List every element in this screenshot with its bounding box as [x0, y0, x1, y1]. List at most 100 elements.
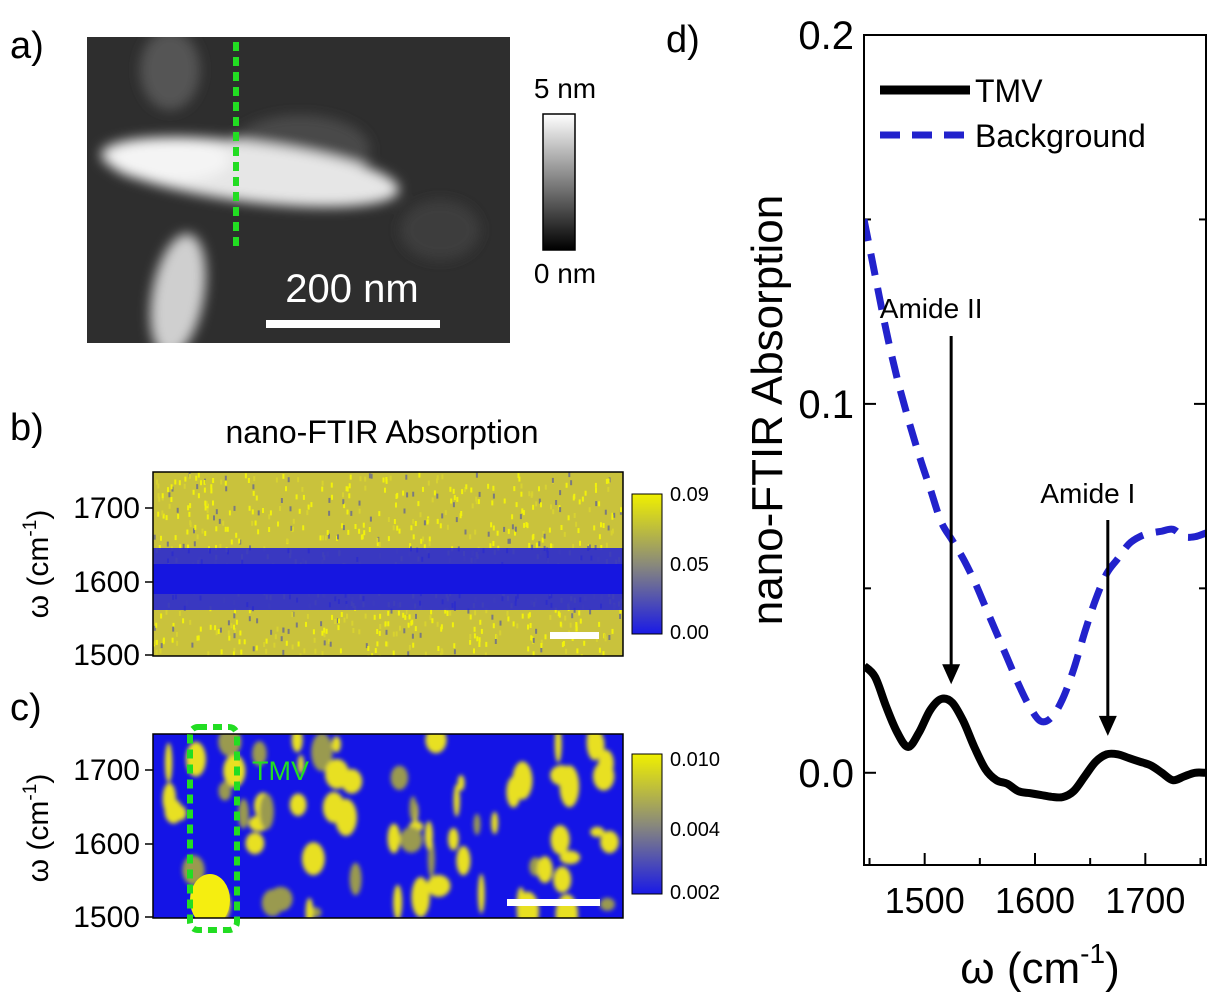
noise-pixel — [222, 520, 225, 526]
noise-pixel — [598, 621, 601, 627]
noise-pixel — [292, 518, 295, 524]
noise-pixel — [268, 527, 271, 532]
noise-pixel — [619, 614, 622, 619]
noise-pixel — [521, 613, 524, 619]
noise-pixel — [579, 618, 582, 624]
noise-pixel — [395, 631, 398, 637]
noise-pixel — [364, 476, 367, 482]
noise-pixel — [529, 623, 532, 628]
noise-pixel — [520, 491, 523, 497]
legend-background-label: Background — [975, 118, 1146, 154]
noise-pixel — [395, 502, 397, 508]
noise-pixel — [301, 486, 304, 492]
noise-pixel — [210, 484, 213, 490]
noise-pixel — [595, 501, 598, 507]
noise-pixel — [233, 647, 236, 653]
noise-pixel — [291, 644, 294, 650]
noise-pixel — [228, 635, 231, 641]
noise-pixel — [224, 475, 227, 481]
noise-pixel — [410, 620, 413, 626]
noise-pixel — [449, 486, 452, 492]
noise-pixel — [219, 627, 222, 633]
noise-pixel — [436, 478, 438, 484]
noise-pixel — [378, 511, 381, 517]
y-tick-label: 0.2 — [798, 14, 854, 58]
noise-pixel — [346, 613, 348, 619]
noise-pixel — [552, 509, 555, 515]
noise-pixel — [495, 634, 498, 640]
noise-pixel — [158, 545, 161, 550]
noise-pixel — [461, 489, 464, 495]
noise-pixel — [212, 478, 215, 483]
afm-feature-faint-top — [140, 37, 200, 110]
noise-pixel — [430, 609, 433, 615]
noise-pixel — [409, 543, 412, 549]
noise-pixel — [538, 541, 541, 547]
noise-pixel — [554, 607, 557, 613]
noise-pixel — [578, 610, 581, 616]
noise-pixel — [321, 651, 324, 656]
noise-pixel — [179, 544, 182, 550]
noise-pixel — [439, 652, 442, 656]
noise-pixel — [189, 503, 192, 509]
noise-pixel — [330, 482, 333, 488]
noise-pixel — [392, 631, 395, 637]
noise-pixel — [441, 513, 444, 519]
noise-pixel — [312, 629, 315, 635]
noise-pixel — [214, 625, 217, 631]
panel-b-colorbar-label: 0.09 — [670, 484, 709, 506]
noise-pixel — [338, 618, 340, 624]
noise-pixel — [155, 649, 158, 655]
noise-pixel — [153, 625, 156, 631]
absorption-blob — [457, 775, 465, 791]
noise-pixel — [215, 630, 218, 636]
noise-pixel — [478, 637, 481, 643]
noise-pixel — [215, 509, 218, 515]
noise-pixel — [244, 473, 247, 479]
absorption-blob — [409, 796, 417, 821]
noise-pixel — [358, 629, 361, 635]
noise-pixel — [170, 497, 173, 502]
noise-pixel — [550, 504, 552, 510]
afm-scalebar — [266, 320, 440, 328]
panel-c-colorbar — [631, 753, 663, 895]
noise-pixel — [465, 484, 468, 490]
absorption-blob — [424, 821, 433, 850]
y-tick-label: 0.0 — [798, 752, 854, 796]
noise-pixel — [555, 500, 558, 505]
panel-c-tmv-label: TMV — [252, 756, 309, 786]
noise-pixel — [348, 493, 351, 499]
noise-pixel — [172, 622, 175, 628]
noise-pixel — [538, 498, 541, 504]
noise-pixel — [452, 488, 455, 494]
noise-pixel — [215, 545, 217, 551]
noise-pixel — [540, 639, 543, 645]
noise-pixel — [254, 520, 257, 526]
noise-pixel — [436, 621, 439, 627]
noise-pixel — [567, 515, 570, 521]
noise-pixel — [496, 530, 499, 536]
noise-pixel — [255, 495, 258, 501]
noise-pixel — [193, 528, 195, 534]
noise-pixel — [165, 515, 168, 521]
noise-pixel — [531, 544, 534, 550]
noise-pixel — [489, 543, 492, 549]
noise-pixel — [323, 640, 326, 646]
noise-pixel — [507, 528, 510, 534]
noise-pixel — [302, 525, 305, 531]
noise-pixel — [188, 511, 191, 517]
noise-pixel — [576, 648, 579, 654]
noise-pixel — [280, 636, 283, 642]
noise-pixel — [274, 634, 277, 640]
noise-pixel — [571, 613, 574, 619]
noise-pixel — [285, 486, 287, 492]
noise-pixel — [475, 496, 478, 502]
absorption-blob — [325, 759, 349, 789]
noise-pixel — [431, 497, 434, 503]
noise-pixel — [532, 637, 535, 643]
noise-pixel — [219, 543, 222, 549]
absorption-blob — [598, 749, 614, 778]
noise-pixel — [593, 525, 596, 531]
noise-pixel — [417, 501, 420, 507]
noise-pixel — [153, 534, 156, 540]
